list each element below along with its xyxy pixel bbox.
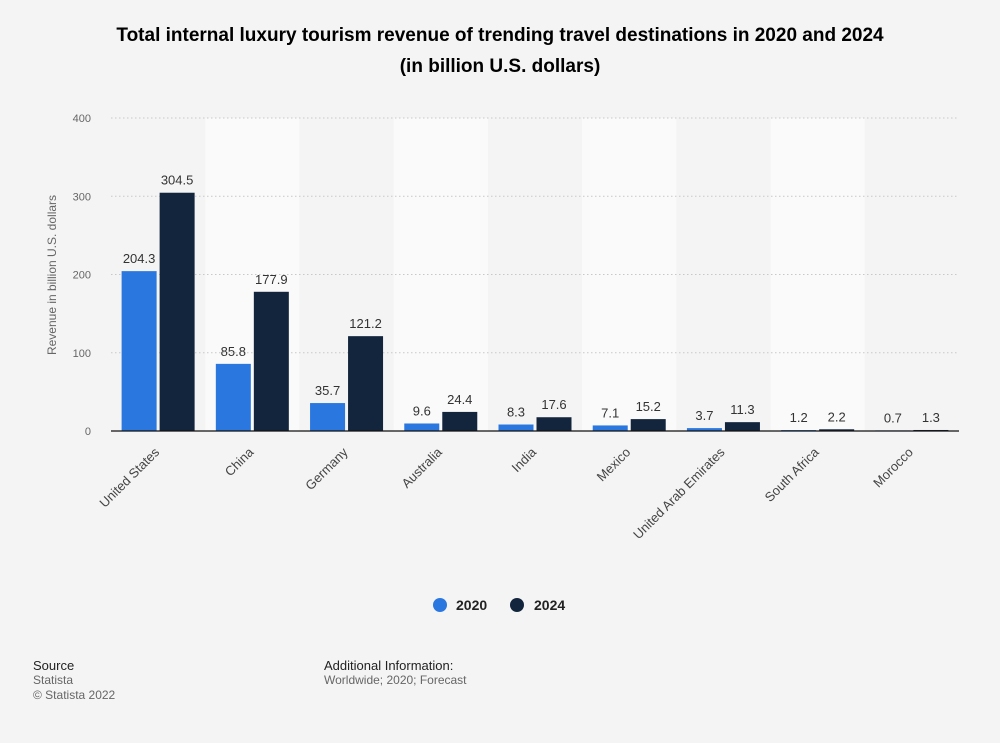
- bar-2020: [121, 271, 157, 431]
- y-tick-label: 400: [73, 113, 91, 125]
- data-label-2020: 204.3: [123, 251, 156, 266]
- data-label-2024: 121.2: [349, 316, 382, 331]
- category-band: [770, 118, 865, 431]
- data-label-2020: 35.7: [315, 383, 340, 398]
- data-label-2024: 177.9: [255, 272, 288, 287]
- y-axis-title: Revenue in billion U.S. dollars: [45, 195, 59, 355]
- bar-2024: [724, 422, 760, 431]
- source-heading: Source: [33, 658, 75, 673]
- bar-2020: [592, 425, 628, 431]
- category-label: Australia: [399, 444, 446, 491]
- y-tick-label: 200: [73, 270, 91, 282]
- data-label-2020: 1.2: [790, 410, 808, 425]
- category-label: India: [509, 444, 540, 475]
- y-tick-label: 0: [85, 426, 91, 438]
- data-label-2024: 304.5: [161, 173, 194, 188]
- category-label: United Arab Emirates: [630, 444, 728, 542]
- bar-2024: [348, 336, 384, 431]
- data-label-2024: 11.3: [730, 402, 754, 417]
- bar-2024: [253, 291, 289, 431]
- category-label: Germany: [302, 444, 351, 493]
- bar-2024: [819, 429, 855, 431]
- category-band: [582, 118, 677, 431]
- chart-subtitle: (in billion U.S. dollars): [399, 56, 601, 77]
- legend-label-2020: 2020: [456, 597, 487, 613]
- source-name[interactable]: Statista: [33, 673, 74, 687]
- additional-info-heading: Additional Information:: [324, 658, 454, 673]
- category-label: United States: [96, 444, 162, 510]
- additional-info-text: Worldwide; 2020; Forecast: [324, 673, 467, 687]
- category-label: China: [222, 444, 257, 479]
- bar-2020: [310, 403, 346, 431]
- bar-2020: [686, 428, 722, 431]
- data-label-2020: 8.3: [507, 405, 525, 420]
- bar-2020: [498, 424, 534, 431]
- data-label-2020: 85.8: [221, 344, 246, 359]
- additional-info-block: Additional Information: Worldwide; 2020;…: [324, 658, 467, 688]
- data-label-2020: 7.1: [601, 405, 619, 420]
- bar-2024: [442, 411, 478, 431]
- legend-swatch-2024: [510, 598, 524, 612]
- y-tick-label: 100: [73, 348, 91, 360]
- bar-2020: [404, 423, 440, 431]
- data-label-2024: 1.3: [922, 410, 940, 425]
- category-label: Mexico: [594, 445, 634, 485]
- bar-2020: [215, 363, 251, 431]
- y-tick-label: 300: [73, 191, 91, 203]
- chart-title-main: Total internal luxury tourism revenue of…: [116, 25, 884, 46]
- bar-chart: 0 100 200 300 400 Revenue in billion U.S. dol…: [45, 113, 959, 613]
- bar-2024: [536, 417, 572, 431]
- category-label: South Africa: [762, 444, 823, 505]
- data-label-2020: 0.7: [884, 410, 902, 425]
- data-label-2024: 2.2: [828, 409, 846, 424]
- chart-title: Total internal luxury tourism revenue of…: [40, 20, 960, 82]
- bar-2024: [630, 419, 666, 431]
- copyright-text: © Statista 2022: [33, 688, 116, 702]
- legend-label-2024: 2024: [534, 597, 565, 613]
- data-label-2020: 3.7: [695, 408, 713, 423]
- bar-2024: [159, 192, 195, 431]
- category-label: Morocco: [870, 445, 916, 491]
- source-block: Source Statista © Statista 2022: [33, 658, 115, 703]
- data-label-2024: 15.2: [636, 399, 661, 414]
- legend-swatch-2020: [433, 598, 447, 612]
- data-label-2024: 17.6: [541, 397, 566, 412]
- data-label-2024: 24.4: [447, 392, 472, 407]
- data-label-2020: 9.6: [413, 403, 431, 418]
